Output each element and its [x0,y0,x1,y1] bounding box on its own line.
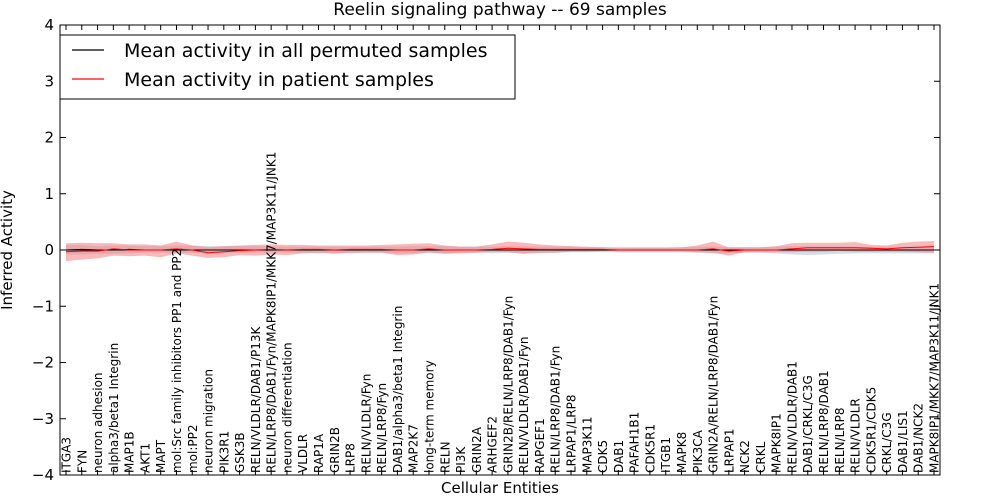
x-tick-label: FYN [75,450,89,473]
x-tick-label: DAB1 [612,440,626,473]
x-tick-label: MAPK8 [675,432,689,473]
line-permuted [65,248,934,251]
x-tick-label: DAB1/CRKL/C3G [801,375,815,473]
x-tick-label: LRPAP1 [722,428,736,473]
y-tick-label: 3 [44,72,54,90]
x-tick-label: MAPT [154,439,168,473]
y-tick-label: −2 [32,354,54,372]
x-tick-label: RELN/VLDLR/Fyn [359,374,373,473]
x-tick-label: GSK3B [233,432,247,473]
y-tick-label: 0 [44,241,54,259]
x-tick-label: RELN/VLDLR [849,398,863,473]
y-tick-label: 4 [44,16,54,34]
x-tick-label: MAP1B [123,431,137,473]
x-tick-label: PIK3R1 [217,431,231,473]
y-tick-label: 1 [44,185,54,203]
x-tick-label: CDK5 [596,440,610,473]
x-tick-label: LRPAP1/LRP8 [565,394,579,473]
x-tick-label: GRIN2B/RELN/LRP8/DAB1/Fyn [501,296,515,473]
x-tick-label: neuron adhesion [91,372,105,473]
y-tick-label: −4 [32,466,54,484]
x-tick-label: MAPK8IP1/MKK7/MAP3K11/JNK1 [928,283,942,473]
x-tick-label: GRIN2B [328,427,342,473]
series-lines [65,246,935,254]
chart-title: Reelin signaling pathway -- 69 samples [333,0,667,20]
x-tick-label: DAB1/LIS1 [896,410,910,473]
x-tick-label: ARHGEF2 [486,416,500,473]
x-tick-label: alpha3/beta1 Integrin [107,343,121,473]
x-tick-label: mol:PP2 [186,424,200,473]
x-tick-label: neuron migration [202,369,216,473]
x-tick-label: LRP8 [344,443,358,473]
y-axis-label: Inferred Activity [0,190,16,310]
plot-frame [59,24,941,476]
legend: Mean activity in all permuted samples Me… [59,34,516,100]
x-tick-label: DAB1/NCK2 [912,403,926,473]
x-tick-label: PAFAH1B1 [628,412,642,473]
line-patient [65,246,935,254]
x-tick-label: RELN/LRP8/DAB1 [817,370,831,473]
x-tick-label: RAP1A [312,433,326,473]
x-tick-label: RELN/VLDLR/DAB1/Fyn [517,337,531,473]
x-tick-label: CRKL/C3G [880,412,894,473]
x-tick-label: RELN/LRP8/Fyn [375,383,389,473]
y-tick-label: 2 [44,129,54,147]
x-tick-label: CRKL [754,441,768,473]
x-tick-label: RAPGEF1 [533,418,547,473]
x-tick-label: MAPK8IP1 [770,413,784,473]
x-tick-label: RELN/LRP8/DAB1/Fyn/MAPK8IP1/MKK7/MAP3K11… [265,152,279,473]
x-tick-label: VLDLR [296,434,310,473]
band-patient [66,241,934,262]
x-tick-label: GRIN2A/RELN/LRP8/DAB1/Fyn [707,296,721,473]
y-axis: 4 3 2 1 0 −1 −2 −3 −4 [32,16,940,484]
x-tick-label: RELN/LRP8/DAB1/Fyn [549,346,563,473]
y-tick-label: −3 [32,410,54,428]
x-tick-label: RELN/VLDLR/DAB1/P13K [249,326,263,473]
x-tick-label: GRIN2A [470,426,484,473]
x-tick-label: long-term memory [422,360,436,473]
x-tick-label: mol:Src family inhibitors PP1 and PP2 [170,249,184,473]
x-tick-label: RELN/LRP8 [833,407,847,473]
x-tick-label: MAP2K7 [407,424,421,473]
x-tick-label: neuron differentiation [280,342,294,473]
x-tick-label: RELN [438,441,452,473]
x-tick-label: ITGA3 [60,437,74,473]
x-tick-label: PIK3CA [691,429,705,473]
legend-label-permuted: Mean activity in all permuted samples [124,40,487,62]
x-tick-label: MAP3K11 [580,416,594,473]
x-tick-label: CDK5R1/CDK5 [864,387,878,473]
x-tick-labels: ITGA3 FYN neuron adhesion alpha3/beta1 Inte… [60,25,942,475]
x-tick-label: ITGB1 [659,437,673,473]
legend-label-patient: Mean activity in patient samples [124,69,434,91]
x-axis-label: Cellular Entities [441,479,559,497]
x-tick-label: DAB1/alpha3/beta1 Integrin [391,306,405,473]
x-tick-label: PI3K [454,446,468,473]
x-tick-label: AKT1 [138,443,152,473]
legend-box [59,34,516,100]
y-tick-label: −1 [32,297,54,315]
x-tick-label: RELN/VLDLR/DAB1 [785,361,799,473]
x-tick-label: NCK2 [738,440,752,473]
x-tick-label: CDK5R1 [643,424,657,473]
